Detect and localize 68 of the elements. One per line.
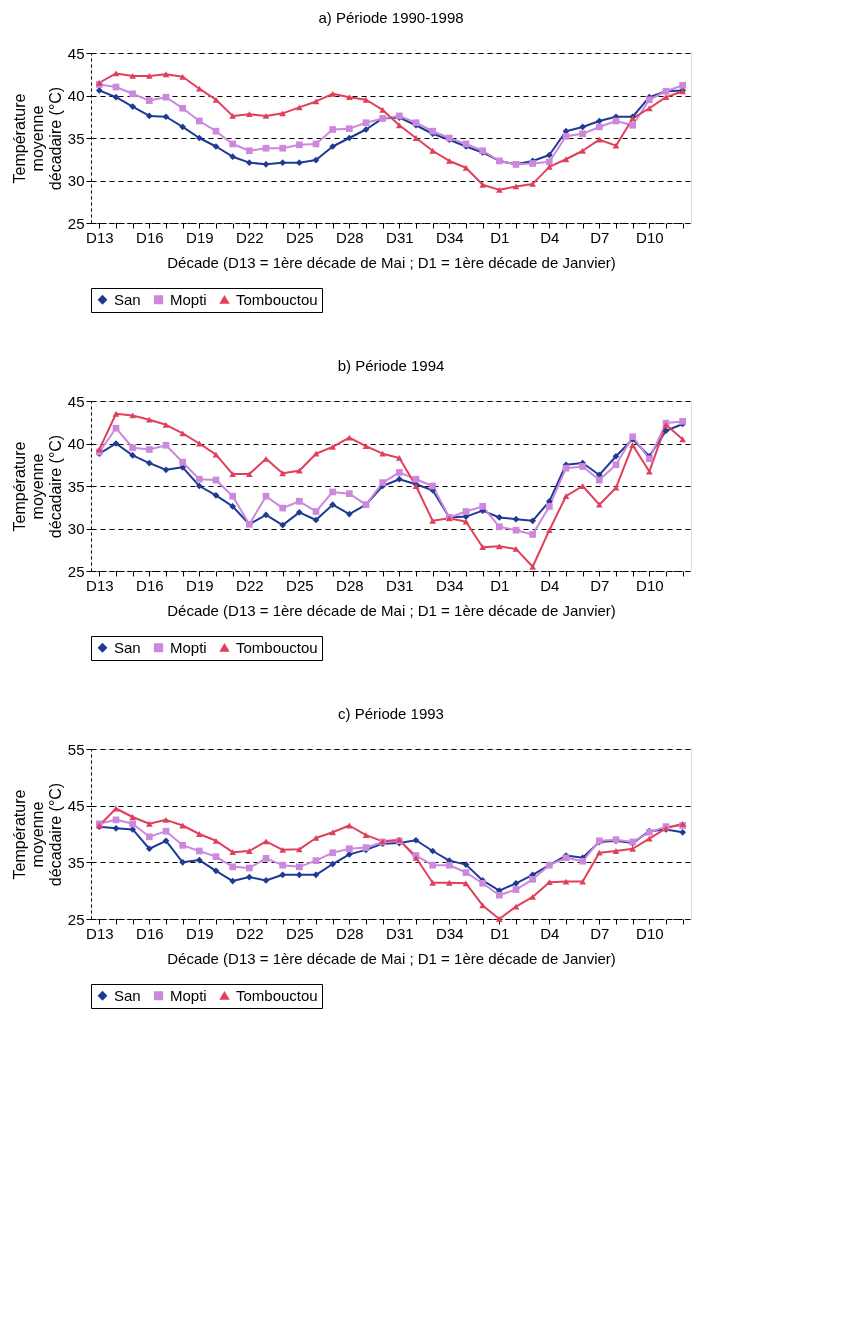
x-tick-label: D34	[436, 228, 464, 246]
y-tick-label: 40	[67, 435, 85, 452]
x-tick-label: D1	[490, 576, 510, 594]
y-tick-label: 25	[67, 214, 85, 232]
x-tick-label: D31	[386, 924, 414, 942]
legend-label: Mopti	[170, 638, 207, 656]
x-tick-label: D7	[590, 228, 610, 246]
x-tick-label: D1	[490, 924, 510, 942]
legend-label: Mopti	[170, 290, 207, 308]
y-tick-label: 25	[67, 910, 85, 928]
y-tick-label: 35	[67, 477, 85, 495]
x-tick-label: D16	[136, 228, 164, 246]
x-tick-label: D13	[86, 924, 114, 942]
y-axis-title: Température moyenne décadaire (°C)	[10, 782, 64, 887]
x-tick-label: D1	[490, 228, 510, 246]
chart-title: a) Période 1990-1998	[318, 9, 464, 26]
x-tick-label: D4	[540, 576, 560, 594]
x-tick-label: D10	[636, 576, 664, 594]
x-tick-label: D19	[186, 576, 214, 594]
x-tick-label: D25	[286, 576, 314, 594]
y-tick-label: 35	[67, 129, 85, 147]
x-tick-label: D7	[590, 924, 610, 942]
x-tick-label: D10	[636, 228, 664, 246]
legend-label: Tombouctou	[236, 290, 318, 308]
y-tick-label: 25	[67, 562, 85, 580]
x-axis-title: Décade (D13 = 1ère décade de Mai ; D1 = 1ère décade de Janvier)	[167, 601, 616, 619]
y-tick-label: 30	[67, 172, 85, 189]
x-tick-label: D19	[186, 924, 214, 942]
x-tick-label: D28	[336, 576, 364, 594]
y-axis-title: Température moyenne décadaire (°C)	[10, 434, 64, 539]
legend-label: San	[114, 638, 141, 656]
y-tick-label: 55	[67, 740, 85, 758]
legend-label: San	[114, 290, 141, 308]
x-tick-label: D4	[540, 228, 560, 246]
y-tick-label: 40	[67, 87, 85, 104]
x-tick-label: D13	[86, 576, 114, 594]
y-tick-label: 45	[67, 797, 85, 815]
legend-label: San	[114, 986, 141, 1004]
y-tick-label: 35	[67, 853, 85, 871]
x-tick-label: D13	[86, 228, 114, 246]
chart-title: b) Période 1994	[337, 357, 445, 374]
x-tick-label: D7	[590, 576, 610, 594]
x-axis-title: Décade (D13 = 1ère décade de Mai ; D1 = 1ère décade de Janvier)	[167, 949, 616, 967]
legend-label: Tombouctou	[236, 638, 318, 656]
x-tick-label: D34	[436, 924, 464, 942]
x-axis-title: Décade (D13 = 1ère décade de Mai ; D1 = 1ère décade de Janvier)	[167, 253, 616, 271]
x-tick-label: D25	[286, 228, 314, 246]
x-tick-label: D16	[136, 576, 164, 594]
x-tick-label: D10	[636, 924, 664, 942]
x-tick-label: D22	[236, 576, 264, 594]
x-tick-label: D22	[236, 924, 264, 942]
x-tick-label: D16	[136, 924, 164, 942]
x-tick-label: D4	[540, 924, 560, 942]
x-tick-label: D28	[336, 228, 364, 246]
y-tick-label: 30	[67, 520, 85, 537]
y-tick-label: 45	[67, 392, 85, 410]
legend-label: Tombouctou	[236, 986, 318, 1004]
x-tick-label: D28	[336, 924, 364, 942]
y-tick-label: 45	[67, 44, 85, 62]
x-tick-label: D22	[236, 228, 264, 246]
x-tick-label: D34	[436, 576, 464, 594]
x-tick-label: D19	[186, 228, 214, 246]
x-tick-label: D31	[386, 576, 414, 594]
x-tick-label: D25	[286, 924, 314, 942]
legend-label: Mopti	[170, 986, 207, 1004]
x-tick-label: D31	[386, 228, 414, 246]
chart-title: c) Période 1993	[338, 705, 444, 722]
y-axis-title: Température moyenne décadaire (°C)	[10, 86, 64, 191]
